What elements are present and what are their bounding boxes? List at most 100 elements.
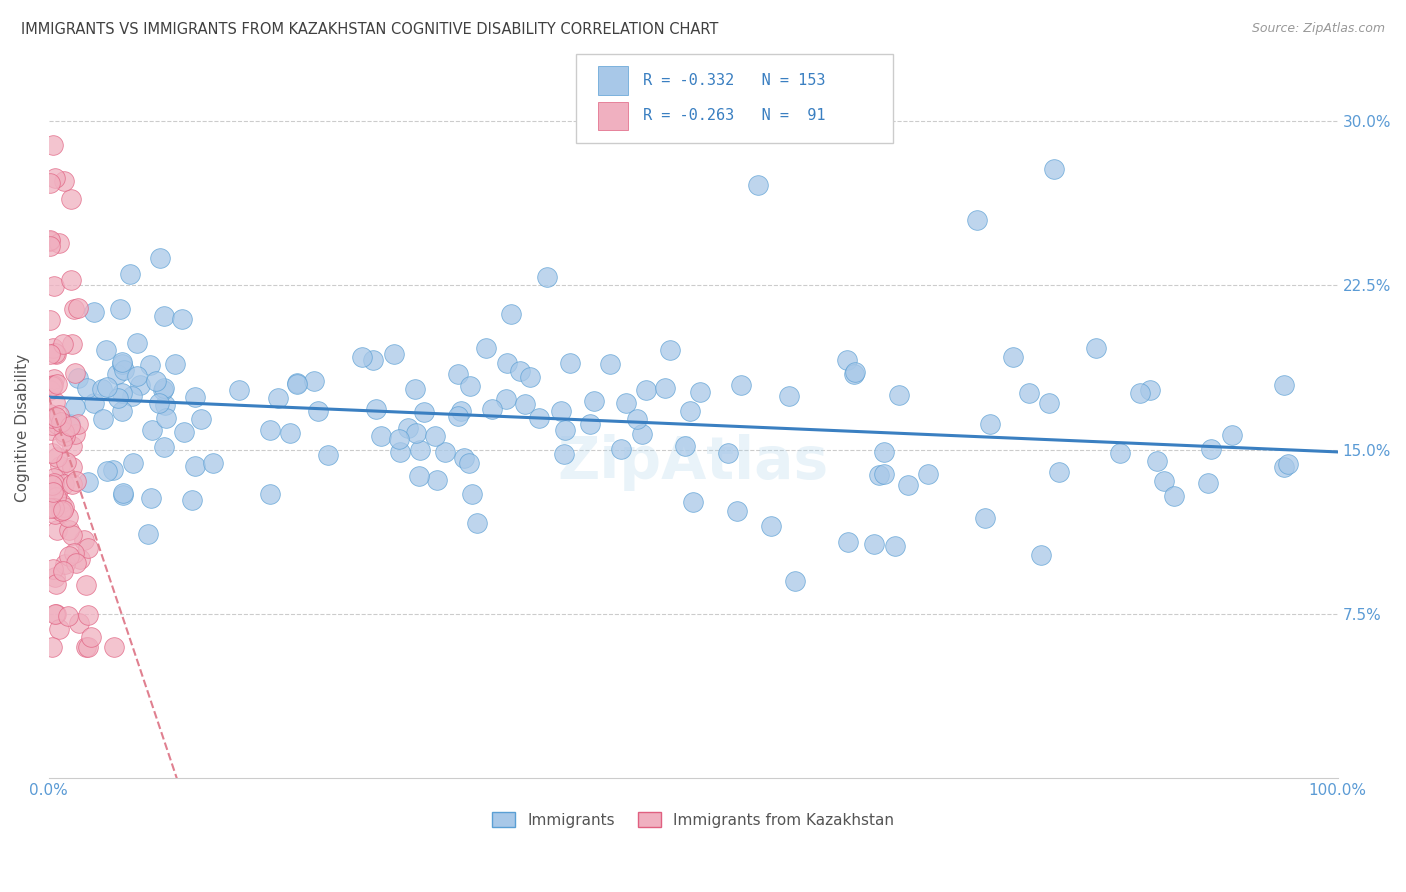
Point	[80, 631, 103, 645]
Point	[148, 396, 170, 410]
Point	[44, 346, 66, 360]
Point	[44, 410, 66, 425]
Point	[536, 270, 558, 285]
Point	[352, 350, 374, 364]
Point	[59, 417, 82, 431]
Point	[153, 398, 176, 412]
Point	[125, 369, 148, 384]
Point	[408, 469, 430, 483]
Point	[77, 640, 100, 654]
Point	[413, 405, 436, 419]
Point	[614, 395, 637, 409]
Point	[1272, 378, 1295, 392]
Point	[887, 387, 910, 401]
Point	[190, 412, 212, 426]
Point	[60, 439, 83, 453]
Point	[153, 309, 176, 323]
Point	[631, 427, 654, 442]
Point	[785, 574, 807, 588]
Point	[389, 444, 412, 458]
Point	[453, 451, 475, 466]
Point	[65, 475, 87, 489]
Point	[76, 541, 98, 556]
Point	[509, 364, 531, 378]
Point	[45, 346, 67, 360]
Point	[1199, 442, 1222, 456]
Text: ZipAtlas: ZipAtlas	[558, 434, 828, 491]
Point	[46, 450, 69, 465]
Point	[553, 447, 575, 461]
Point	[41, 445, 63, 459]
Point	[152, 381, 174, 395]
Point	[152, 384, 174, 398]
Point	[408, 442, 430, 457]
Point	[41, 410, 63, 425]
Point	[1129, 386, 1152, 401]
Point	[1277, 457, 1299, 471]
Point	[1197, 475, 1219, 490]
Point	[39, 407, 62, 421]
Point	[658, 343, 681, 358]
Point	[136, 526, 159, 541]
Point	[42, 475, 65, 490]
Point	[266, 392, 288, 406]
Point	[184, 459, 207, 474]
Point	[673, 440, 696, 454]
Point	[76, 608, 98, 623]
Point	[388, 432, 411, 446]
Point	[41, 640, 63, 654]
Point	[58, 549, 80, 563]
Point	[496, 356, 519, 370]
Point	[730, 378, 752, 392]
Point	[513, 397, 536, 411]
Point	[173, 425, 195, 440]
Point	[111, 403, 134, 417]
Point	[42, 342, 65, 356]
Point	[966, 212, 988, 227]
Point	[636, 384, 658, 398]
Point	[65, 556, 87, 570]
Point	[139, 358, 162, 372]
Point	[76, 475, 98, 490]
Point	[121, 456, 143, 470]
Point	[862, 537, 884, 551]
Point	[153, 440, 176, 454]
Point	[75, 640, 97, 654]
Point	[96, 380, 118, 394]
Point	[49, 503, 72, 517]
Point	[228, 383, 250, 397]
Point	[110, 385, 132, 400]
Point	[1153, 475, 1175, 489]
Point	[717, 446, 740, 460]
Point	[49, 458, 72, 473]
Point	[52, 500, 75, 514]
Point	[48, 408, 70, 422]
Point	[111, 358, 134, 372]
Point	[979, 417, 1001, 431]
Point	[111, 486, 134, 500]
Point	[1018, 386, 1040, 401]
Point	[53, 477, 76, 491]
Point	[41, 484, 63, 499]
Point	[1031, 548, 1053, 562]
Point	[679, 404, 702, 418]
Point	[287, 376, 309, 390]
Point	[405, 426, 427, 441]
Point	[59, 418, 82, 433]
Point	[41, 379, 63, 393]
Point	[461, 487, 484, 501]
Point	[44, 507, 66, 521]
Point	[583, 394, 606, 409]
Point	[599, 357, 621, 371]
Text: R = -0.332   N = 153: R = -0.332 N = 153	[643, 73, 825, 88]
Point	[45, 376, 67, 391]
Point	[44, 470, 66, 484]
Point	[872, 467, 894, 481]
Point	[458, 457, 481, 471]
Point	[308, 404, 330, 418]
Point	[48, 236, 70, 251]
Point	[125, 336, 148, 351]
Point	[69, 551, 91, 566]
Point	[450, 404, 472, 418]
Point	[1084, 341, 1107, 355]
